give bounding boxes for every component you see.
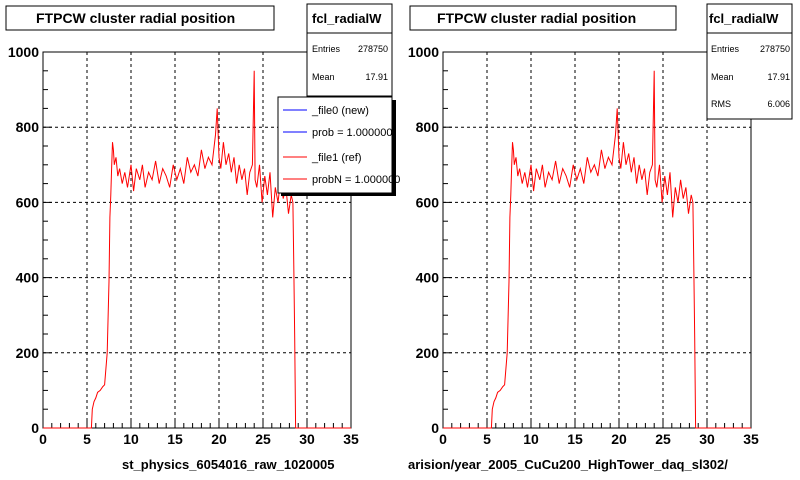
legend-label-file0: _file0 (new) (311, 105, 369, 117)
left-stats-box: fcl_radialW Entries 278750 Mean 17.91 (306, 3, 393, 97)
left-y-tick-label: 0 (31, 420, 39, 436)
legend-label-prob: prob = 1.000000 (312, 127, 392, 139)
right-stats-name: fcl_radialW (709, 11, 779, 26)
right-stats-entries-value: 278750 (760, 44, 790, 54)
right-stats-rms-value: 6.006 (767, 99, 790, 109)
right-y-tick-label: 600 (416, 194, 440, 210)
left-x-tick-labels: 0 5 10 15 20 25 30 35 (39, 431, 359, 447)
left-y-tick-label: 600 (16, 194, 40, 210)
left-x-tick-label: 20 (211, 431, 227, 447)
left-histogram-panel: 0 200 400 600 800 1000 0 5 10 15 20 25 30 35 FTPCW c… (5, 3, 400, 472)
left-x-axis-label: st_physics_6054016_raw_1020005 (122, 457, 335, 472)
right-y-tick-label: 800 (416, 119, 440, 135)
left-y-tick-label: 1000 (8, 44, 39, 60)
right-histogram-panel: 0 200 400 600 800 1000 0 5 10 15 20 25 30 35 FTPCW c… (408, 3, 793, 472)
right-x-tick-label: 30 (699, 431, 715, 447)
left-stats-name: fcl_radialW (312, 11, 382, 26)
right-series-group (443, 70, 751, 429)
left-y-tick-label: 200 (16, 345, 40, 361)
right-chart-title: FTPCW cluster radial position (437, 10, 636, 26)
left-x-tick-label: 10 (123, 431, 139, 447)
legend-label-file1: _file1 (ref) (311, 152, 362, 164)
right-ticks (442, 51, 752, 429)
legend-label-probN: probN = 1.000000 (312, 174, 400, 186)
left-x-tick-label: 15 (167, 431, 183, 447)
left-x-tick-label: 30 (299, 431, 315, 447)
right-y-tick-label: 200 (416, 345, 440, 361)
right-x-tick-labels: 0 5 10 15 20 25 30 35 (439, 431, 759, 447)
right-x-tick-label: 5 (483, 431, 491, 447)
right-y-tick-label: 1000 (408, 44, 439, 60)
right-title-box: FTPCW cluster radial position (409, 5, 677, 31)
left-stats-entries-label: Entries (312, 44, 341, 54)
left-stats-entries-value: 278750 (358, 44, 388, 54)
left-legend: _file0 (new) prob = 1.000000 _file1 (ref… (277, 96, 400, 196)
left-x-tick-label: 0 (39, 431, 47, 447)
left-y-tick-label: 400 (16, 270, 40, 286)
right-x-tick-label: 10 (523, 431, 539, 447)
left-stats-mean-value: 17.91 (365, 72, 388, 82)
left-x-tick-label: 25 (255, 431, 271, 447)
left-series-line-0 (43, 70, 351, 429)
left-chart-title: FTPCW cluster radial position (36, 10, 235, 26)
right-y-tick-label: 400 (416, 270, 440, 286)
right-y-tick-label: 0 (431, 420, 439, 436)
right-stats-mean-value: 17.91 (767, 72, 790, 82)
right-plot-frame (442, 51, 752, 429)
right-stats-mean-label: Mean (711, 72, 734, 82)
left-y-tick-labels: 0 200 400 600 800 1000 (8, 44, 39, 436)
right-stats-rms-label: RMS (711, 99, 731, 109)
right-x-axis-label: arision/year_2005_CuCu200_HighTower_daq_… (408, 457, 728, 472)
left-grid (43, 52, 351, 428)
right-x-tick-label: 0 (439, 431, 447, 447)
left-stats-mean-label: Mean (312, 72, 335, 82)
right-series-line-0 (443, 70, 751, 429)
left-title-box: FTPCW cluster radial position (5, 5, 275, 31)
right-stats-box: fcl_radialW Entries 278750 Mean 17.91 RM… (706, 3, 793, 120)
left-series-group (43, 70, 351, 429)
right-stats-entries-label: Entries (711, 44, 740, 54)
left-x-tick-label: 5 (83, 431, 91, 447)
left-x-tick-label: 35 (343, 431, 359, 447)
right-x-tick-label: 35 (743, 431, 759, 447)
right-x-tick-label: 20 (611, 431, 627, 447)
left-y-tick-label: 800 (16, 119, 40, 135)
right-x-tick-label: 25 (655, 431, 671, 447)
right-y-tick-labels: 0 200 400 600 800 1000 (408, 44, 439, 436)
right-x-tick-label: 15 (567, 431, 583, 447)
